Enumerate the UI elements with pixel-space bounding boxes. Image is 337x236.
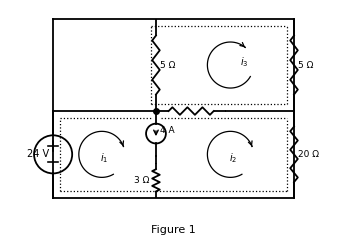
Text: 5 Ω: 5 Ω — [298, 60, 313, 70]
Text: Figure 1: Figure 1 — [151, 225, 196, 235]
Text: 20 Ω: 20 Ω — [298, 150, 319, 159]
Text: $i_2$: $i_2$ — [229, 152, 237, 165]
Text: 5 Ω: 5 Ω — [160, 60, 175, 70]
Text: 4 A: 4 A — [160, 126, 175, 135]
Text: 24 V: 24 V — [27, 149, 49, 159]
Text: $i_3$: $i_3$ — [240, 55, 248, 69]
Text: 3 Ω: 3 Ω — [134, 176, 150, 185]
Text: $i_1$: $i_1$ — [100, 152, 109, 165]
